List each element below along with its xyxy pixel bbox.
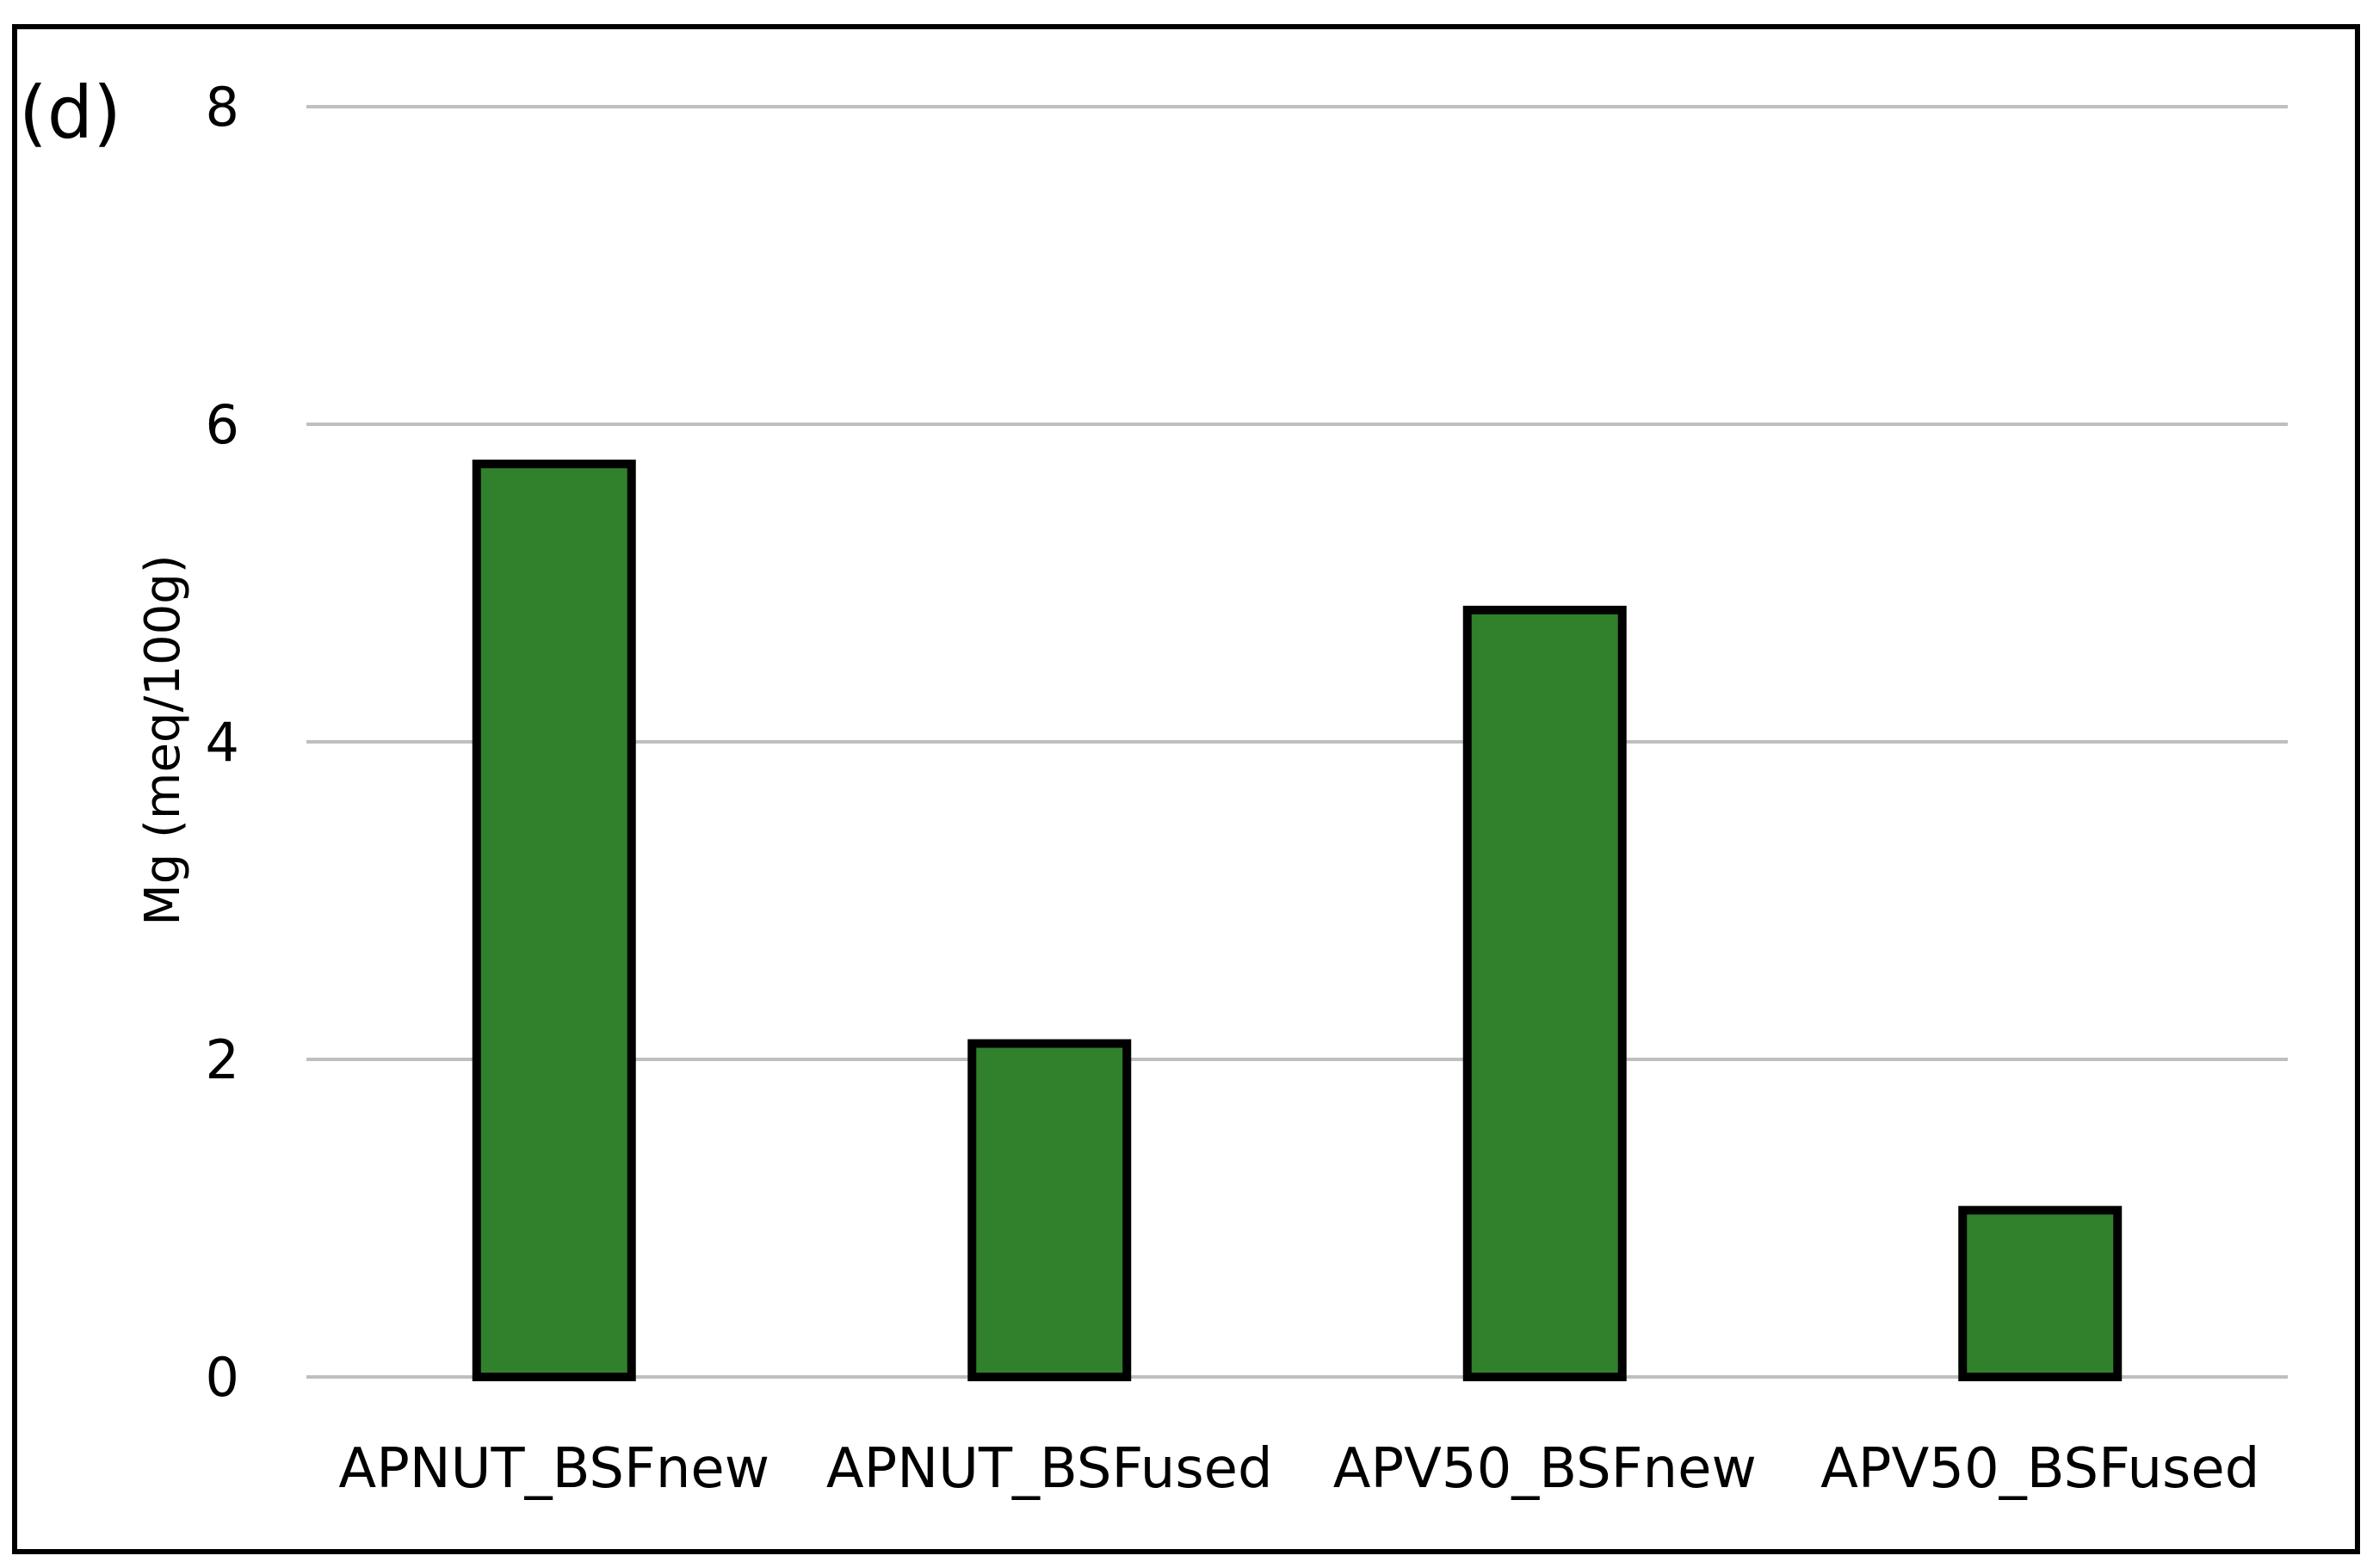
x-category-labels: APNUT_BSFnew APNUT_BSFused APV50_BSFnew APV…: [338, 1437, 2259, 1501]
y-axis-title: Mg (meq/100g): [135, 554, 191, 925]
bar-APV50_BSFused: [1958, 1206, 2123, 1382]
bars: [472, 460, 2123, 1382]
y-tick-labels: 0 2 4 6 8: [206, 76, 239, 1409]
x-category-label: APNUT_BSFused: [826, 1437, 1273, 1501]
y-tick-label: 2: [206, 1028, 239, 1091]
panel-label: (d): [19, 71, 121, 155]
y-tick-label: 0: [206, 1346, 239, 1409]
x-category-label: APV50_BSFnew: [1333, 1437, 1757, 1501]
bar-APNUT_BSFnew: [472, 460, 636, 1381]
bar-APNUT_BSFused: [967, 1039, 1132, 1382]
y-tick-label: 6: [206, 393, 239, 456]
x-category-label: APV50_BSFused: [1820, 1437, 2259, 1501]
y-tick-label: 4: [206, 711, 239, 774]
gridlines: [306, 105, 2288, 1379]
bar-APV50_BSFnew: [1462, 605, 1627, 1381]
x-category-label: APNUT_BSFnew: [338, 1437, 769, 1501]
y-tick-label: 8: [206, 76, 239, 139]
